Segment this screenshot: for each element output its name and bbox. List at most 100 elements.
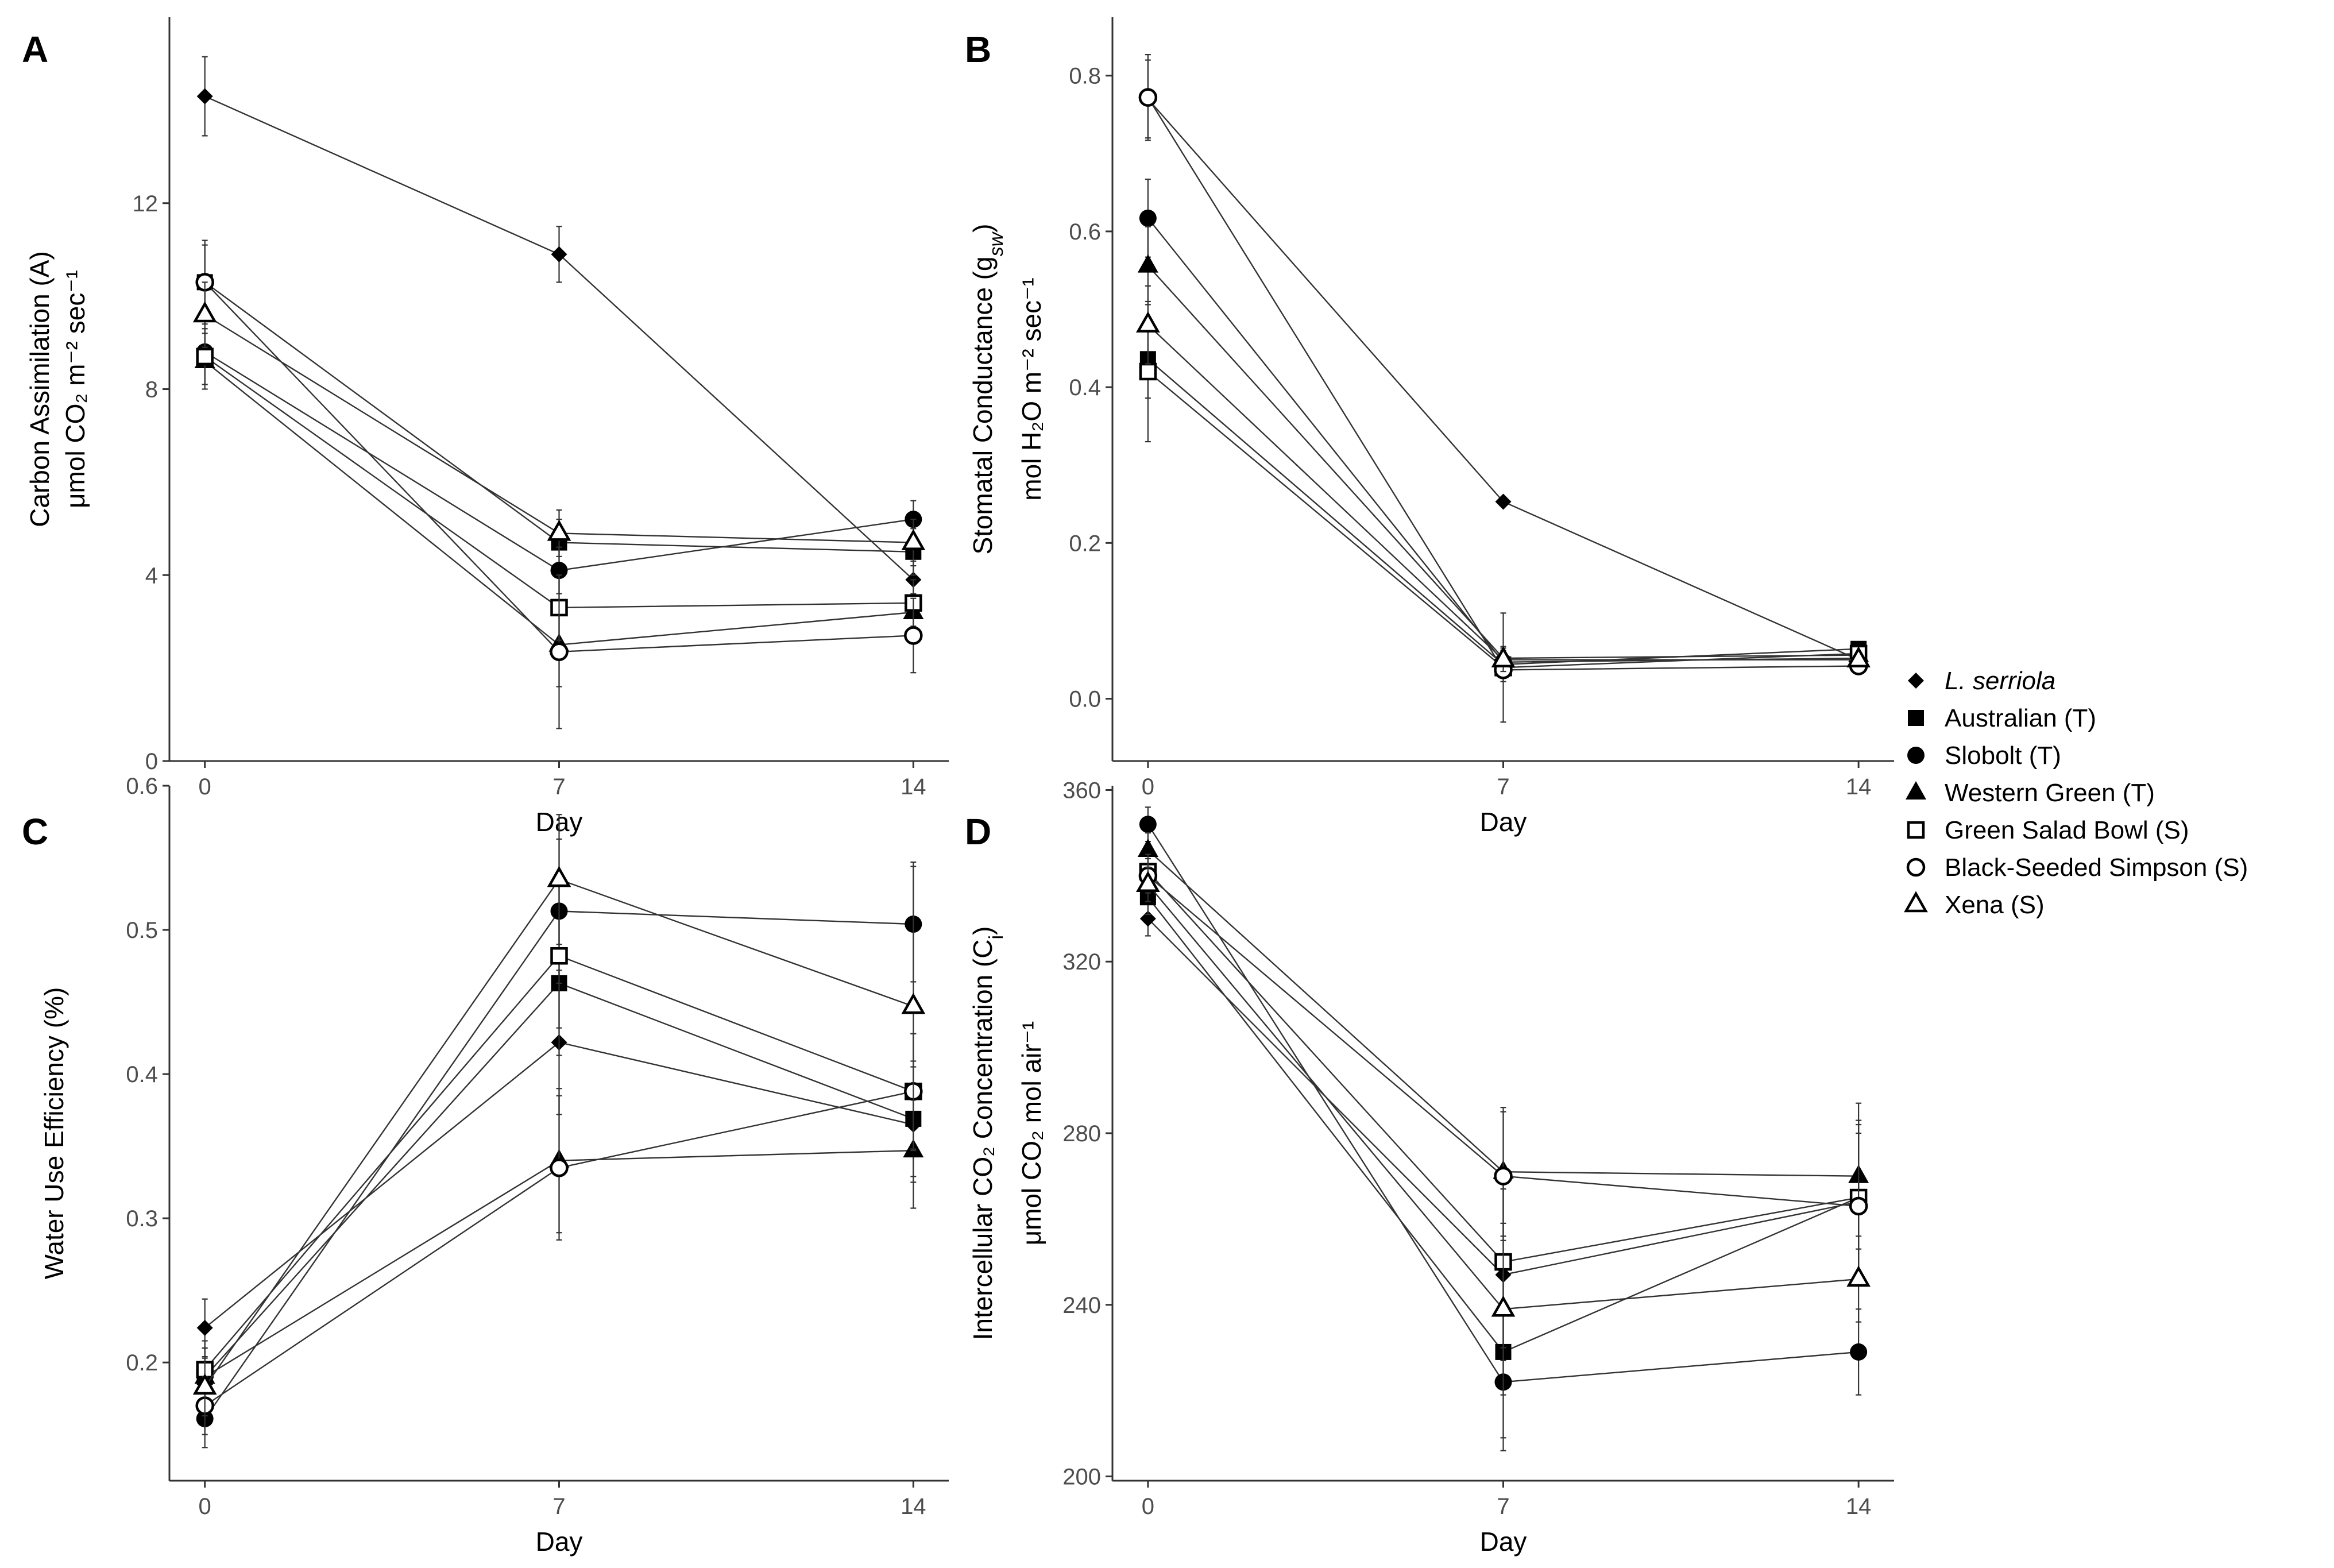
x-axis-title: Day bbox=[1480, 807, 1527, 837]
data-point bbox=[1139, 362, 1157, 381]
legend-label: Slobolt (T) bbox=[1945, 741, 2061, 770]
series-line bbox=[1147, 324, 1859, 661]
series-4 bbox=[1137, 226, 1869, 671]
x-axis-title: Day bbox=[536, 1527, 583, 1557]
series-line bbox=[1147, 218, 1859, 663]
panel-d: 200 240 280 320 360 0 7 14 Day Intercellular CO₂ … bbox=[965, 778, 1894, 1557]
y-tick-label: 240 bbox=[1062, 1293, 1101, 1318]
data-point bbox=[547, 866, 571, 887]
y-tick-label: 12 bbox=[133, 191, 159, 217]
legend-item: Western Green (T) bbox=[1906, 779, 2155, 807]
y-tick-label: 0.2 bbox=[126, 1350, 158, 1376]
y-axis-title: Intercellular CO₂ Concentration (Ci) bbox=[968, 926, 1007, 1341]
data-point bbox=[1846, 646, 1871, 667]
legend-item: Green Salad Bowl (S) bbox=[1907, 816, 2189, 844]
data-point bbox=[1849, 1196, 1868, 1216]
y-tick-label: 320 bbox=[1062, 949, 1101, 975]
data-point bbox=[1139, 209, 1157, 227]
x-tick-label: 7 bbox=[552, 774, 565, 800]
y-tick-label: 0.2 bbox=[1069, 531, 1101, 556]
y-tick-label: 0.8 bbox=[1069, 64, 1101, 89]
series-line bbox=[1147, 98, 1859, 661]
y-tick-label: 280 bbox=[1062, 1121, 1101, 1146]
data-point bbox=[901, 529, 926, 550]
legend-label: Black-Seeded Simpson (S) bbox=[1945, 853, 2248, 882]
y-axis-title: Carbon Assimilation (A) bbox=[25, 251, 55, 527]
x-tick-label: 14 bbox=[901, 774, 926, 800]
legend-label: L. serriola bbox=[1945, 667, 2055, 695]
legend-item: Black-Seeded Simpson (S) bbox=[1906, 853, 2248, 882]
y-tick-label: 0 bbox=[145, 749, 158, 774]
legend-key bbox=[1906, 858, 1926, 877]
data-point bbox=[192, 1373, 217, 1395]
y-tick-label: 200 bbox=[1062, 1465, 1101, 1490]
x-tick-label: 14 bbox=[1846, 774, 1872, 800]
panel-letter: B bbox=[965, 29, 991, 70]
series-7 bbox=[1136, 866, 1871, 1396]
data-point bbox=[904, 626, 923, 645]
panel-letter: D bbox=[965, 811, 991, 852]
series-line bbox=[204, 314, 914, 543]
series-line bbox=[204, 95, 914, 581]
data-point bbox=[1846, 1265, 1871, 1287]
data-point bbox=[1491, 646, 1516, 667]
data-point bbox=[196, 1319, 213, 1336]
legend-label: Australian (T) bbox=[1945, 704, 2096, 732]
data-point bbox=[547, 519, 571, 541]
data-point bbox=[1138, 88, 1158, 107]
y-tick-label: 0.0 bbox=[1069, 687, 1101, 712]
data-point bbox=[1137, 839, 1158, 858]
data-point bbox=[196, 88, 213, 105]
y-axis-units: μmol CO₂ mol air⁻¹ bbox=[1017, 1021, 1046, 1246]
y-tick-label: 4 bbox=[145, 563, 158, 588]
series-6 bbox=[195, 244, 923, 729]
data-point bbox=[1137, 254, 1158, 273]
panel-letter: C bbox=[22, 811, 48, 852]
y-axis-units: μmol CO₂ m⁻² sec⁻¹ bbox=[60, 270, 90, 508]
x-tick-label: 7 bbox=[552, 1494, 565, 1519]
y-tick-label: 0.4 bbox=[126, 1062, 158, 1087]
legend-label: Green Salad Bowl (S) bbox=[1945, 816, 2189, 844]
data-point bbox=[550, 947, 568, 965]
data-point bbox=[196, 347, 214, 366]
data-point bbox=[1494, 1167, 1513, 1185]
x-tick-label: 7 bbox=[1497, 1494, 1509, 1519]
legend: L. serriola Australian (T) Slobolt (T) West… bbox=[1904, 667, 2248, 919]
y-tick-label: 360 bbox=[1062, 778, 1101, 803]
data-point bbox=[1136, 311, 1160, 333]
legend-item: Slobolt (T) bbox=[1907, 741, 2061, 770]
y-tick-label: 0.6 bbox=[126, 774, 158, 799]
data-point bbox=[550, 642, 569, 662]
x-tick-label: 0 bbox=[1142, 774, 1154, 800]
series-6 bbox=[1138, 53, 1868, 682]
x-tick-label: 0 bbox=[1142, 1494, 1154, 1519]
series-1 bbox=[196, 56, 922, 599]
x-axis-title: Day bbox=[1480, 1527, 1527, 1557]
legend-item: L. serriola bbox=[1908, 667, 2055, 695]
panel-letter: A bbox=[22, 29, 48, 70]
data-point bbox=[1136, 871, 1160, 893]
data-point bbox=[1139, 816, 1157, 833]
x-tick-label: 14 bbox=[1846, 1494, 1872, 1519]
legend-label: Western Green (T) bbox=[1945, 779, 2155, 807]
legend-key bbox=[1908, 673, 1924, 689]
x-tick-label: 14 bbox=[901, 1494, 926, 1519]
data-point bbox=[1491, 1295, 1516, 1317]
data-point bbox=[550, 1158, 569, 1177]
data-point bbox=[1139, 910, 1156, 927]
x-tick-label: 7 bbox=[1497, 774, 1509, 800]
y-tick-label: 0.4 bbox=[1069, 375, 1101, 400]
legend-key bbox=[1907, 747, 1925, 764]
y-tick-label: 8 bbox=[145, 377, 158, 403]
legend-label: Xena (S) bbox=[1945, 891, 2045, 919]
legend-key bbox=[1906, 781, 1926, 800]
series-7 bbox=[192, 814, 926, 1417]
x-tick-label: 0 bbox=[199, 774, 211, 800]
series-7 bbox=[1136, 285, 1871, 673]
legend-key bbox=[1904, 891, 1928, 913]
series-1 bbox=[1139, 59, 1867, 668]
data-point bbox=[901, 992, 926, 1014]
series-3 bbox=[1139, 178, 1868, 675]
